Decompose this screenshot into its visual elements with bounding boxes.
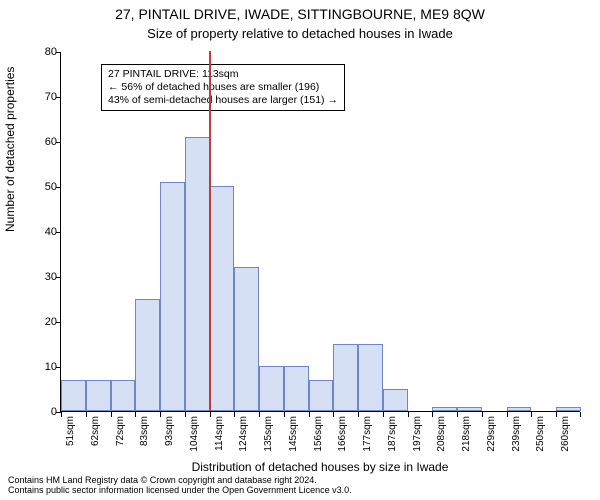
x-tick-mark: [61, 412, 62, 417]
x-tick-mark: [160, 412, 161, 417]
x-tick-mark: [333, 412, 334, 417]
histogram-bar: [457, 407, 482, 412]
x-tick-label: 145sqm: [288, 416, 299, 456]
x-tick-label: 187sqm: [387, 416, 398, 456]
x-tick-mark: [185, 412, 186, 417]
x-tick-label: 62sqm: [90, 416, 101, 456]
histogram-bar: [333, 344, 358, 412]
x-tick-label: 156sqm: [313, 416, 324, 456]
histogram-bar: [86, 380, 111, 412]
histogram-bar: [111, 380, 136, 412]
y-tick-mark: [56, 367, 61, 368]
y-tick-mark: [56, 322, 61, 323]
x-tick-label: 124sqm: [238, 416, 249, 456]
x-tick-mark: [507, 412, 508, 417]
y-tick-mark: [56, 187, 61, 188]
x-tick-label: 135sqm: [263, 416, 274, 456]
annotation-line: ← 56% of detached houses are smaller (19…: [108, 81, 338, 94]
x-tick-label: 260sqm: [560, 416, 571, 456]
x-tick-label: 93sqm: [164, 416, 175, 456]
y-tick-mark: [56, 142, 61, 143]
y-tick-label: 70: [29, 91, 57, 103]
x-tick-label: 114sqm: [214, 416, 225, 456]
histogram-bar: [309, 380, 334, 412]
histogram-bar: [210, 186, 235, 411]
x-tick-mark: [432, 412, 433, 417]
footer-text: Contains HM Land Registry data © Crown c…: [8, 476, 352, 496]
x-tick-label: 229sqm: [486, 416, 497, 456]
histogram-bar: [185, 137, 210, 412]
x-tick-mark: [358, 412, 359, 417]
y-tick-label: 0: [29, 406, 57, 418]
x-tick-label: 51sqm: [65, 416, 76, 456]
x-tick-mark: [259, 412, 260, 417]
annotation-box: 27 PINTAIL DRIVE: 113sqm← 56% of detache…: [101, 64, 345, 111]
y-tick-label: 60: [29, 136, 57, 148]
x-tick-label: 83sqm: [139, 416, 150, 456]
histogram-bar: [556, 407, 581, 412]
x-tick-mark: [309, 412, 310, 417]
x-tick-label: 250sqm: [535, 416, 546, 456]
y-tick-label: 50: [29, 181, 57, 193]
histogram-bar: [507, 407, 532, 412]
x-tick-mark: [383, 412, 384, 417]
chart-title-address: 27, PINTAIL DRIVE, IWADE, SITTINGBOURNE,…: [0, 6, 600, 22]
histogram-bar: [358, 344, 383, 412]
x-tick-mark: [580, 412, 581, 417]
histogram-bar: [135, 299, 160, 412]
chart-container: 27, PINTAIL DRIVE, IWADE, SITTINGBOURNE,…: [0, 0, 600, 500]
x-tick-mark: [234, 412, 235, 417]
histogram-bar: [61, 380, 86, 412]
x-tick-mark: [86, 412, 87, 417]
x-tick-label: 104sqm: [189, 416, 200, 456]
y-tick-mark: [56, 232, 61, 233]
y-tick-mark: [56, 52, 61, 53]
x-tick-mark: [482, 412, 483, 417]
y-tick-label: 40: [29, 226, 57, 238]
x-axis-label: Distribution of detached houses by size …: [60, 460, 580, 474]
x-tick-mark: [111, 412, 112, 417]
x-tick-label: 166sqm: [337, 416, 348, 456]
x-tick-label: 177sqm: [362, 416, 373, 456]
x-tick-label: 197sqm: [412, 416, 423, 456]
histogram-bar: [160, 182, 185, 412]
histogram-bar: [432, 407, 457, 412]
x-tick-mark: [284, 412, 285, 417]
x-tick-mark: [457, 412, 458, 417]
x-tick-mark: [210, 412, 211, 417]
subject-marker-line: [209, 51, 211, 411]
x-tick-label: 239sqm: [511, 416, 522, 456]
y-tick-mark: [56, 277, 61, 278]
y-tick-label: 80: [29, 46, 57, 58]
y-axis-label: Number of detached properties: [3, 67, 17, 232]
plot-area: 27 PINTAIL DRIVE: 113sqm← 56% of detache…: [60, 52, 580, 412]
footer-line2: Contains public sector information licen…: [8, 486, 352, 496]
y-tick-mark: [56, 97, 61, 98]
x-tick-mark: [135, 412, 136, 417]
histogram-bar: [284, 366, 309, 411]
histogram-bar: [259, 366, 284, 411]
histogram-bar: [234, 267, 259, 411]
x-tick-mark: [408, 412, 409, 417]
y-tick-label: 30: [29, 271, 57, 283]
y-tick-label: 20: [29, 316, 57, 328]
x-tick-mark: [531, 412, 532, 417]
x-tick-label: 208sqm: [436, 416, 447, 456]
y-tick-label: 10: [29, 361, 57, 373]
histogram-bar: [383, 389, 408, 412]
x-tick-label: 72sqm: [115, 416, 126, 456]
annotation-line: 43% of semi-detached houses are larger (…: [108, 94, 338, 107]
chart-title-subtitle: Size of property relative to detached ho…: [0, 26, 600, 41]
annotation-line: 27 PINTAIL DRIVE: 113sqm: [108, 68, 338, 81]
x-tick-mark: [556, 412, 557, 417]
x-tick-label: 218sqm: [461, 416, 472, 456]
